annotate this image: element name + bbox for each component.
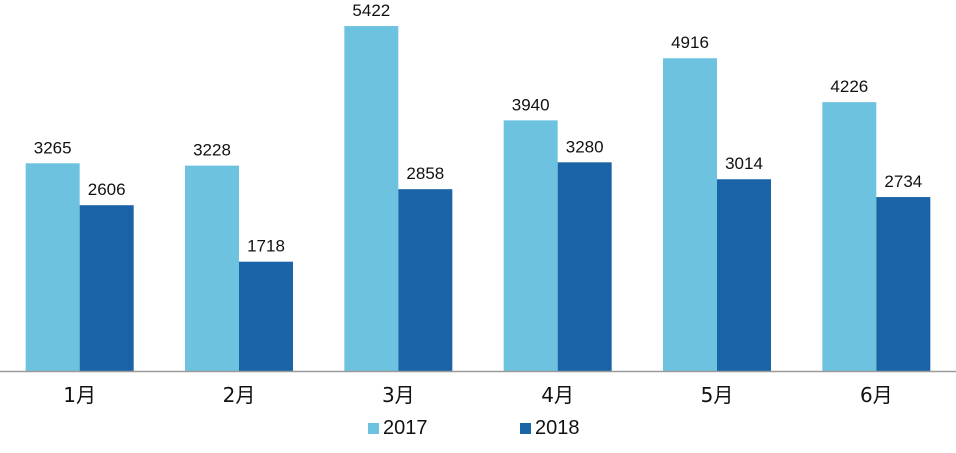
- x-tick-label: 2月: [223, 383, 256, 407]
- legend-label-2017: 2017: [383, 417, 428, 439]
- bar-2018-1: [79, 205, 134, 371]
- value-label-2017-6: 4226: [830, 77, 868, 96]
- legend: 2017 2018: [368, 417, 580, 439]
- value-label-2017-2: 3228: [193, 141, 231, 160]
- bar-2017-4: [503, 120, 558, 372]
- x-tick-labels-layer: 1月 2月 3月 4月 5月 6月: [63, 383, 892, 407]
- value-label-2017-1: 3265: [34, 138, 72, 157]
- bar-2018-6: [876, 197, 931, 371]
- bar-2018-2: [239, 261, 293, 371]
- bar-2017-6: [822, 102, 877, 371]
- bar-2017-2: [185, 165, 239, 371]
- value-label-2018-2: 1718: [247, 237, 285, 256]
- bar-2017-1: [25, 163, 80, 371]
- bar-2017-3: [344, 26, 399, 372]
- x-tick-label: 6月: [860, 383, 893, 407]
- bar-2018-3: [398, 189, 453, 371]
- legend-swatch-2018: [520, 423, 531, 434]
- value-label-2018-6: 2734: [884, 172, 922, 191]
- value-label-2018-1: 2606: [88, 180, 126, 199]
- x-tick-label: 3月: [382, 383, 415, 407]
- bar-2018-4: [557, 162, 612, 371]
- bar-2017-5: [663, 58, 717, 371]
- bar-2018-5: [717, 179, 771, 371]
- value-label-2018-5: 3014: [725, 154, 763, 173]
- x-tick-label: 1月: [63, 383, 96, 407]
- bars-layer: [25, 26, 931, 372]
- value-label-2018-3: 2858: [406, 164, 444, 183]
- value-label-2017-4: 3940: [512, 95, 550, 114]
- value-labels-layer: 3265 2606 3228 1718 5422 2858 3940 3280 4916 3014…: [34, 1, 922, 256]
- legend-label-2018: 2018: [535, 417, 580, 439]
- x-tick-label: 4月: [541, 383, 574, 407]
- value-label-2018-4: 3280: [566, 137, 604, 156]
- value-label-2017-3: 5422: [352, 1, 390, 20]
- legend-swatch-2017: [368, 423, 379, 434]
- value-label-2017-5: 4916: [671, 33, 709, 52]
- x-tick-label: 5月: [701, 383, 734, 407]
